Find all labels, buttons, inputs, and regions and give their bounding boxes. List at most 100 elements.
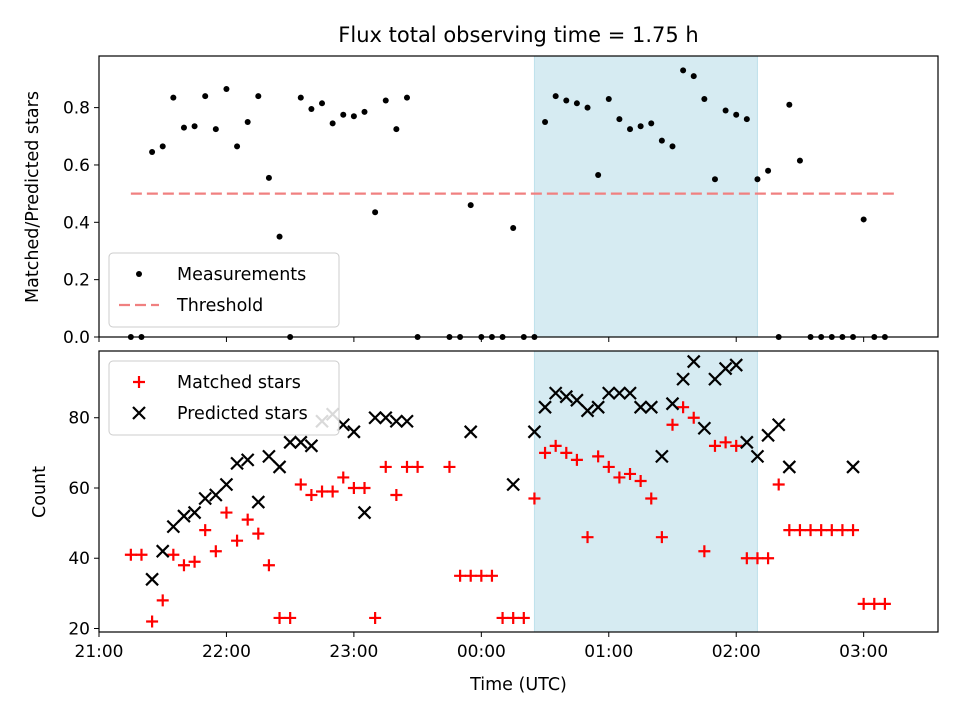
matched-star-point [400,460,413,473]
matched-star-point [847,524,860,537]
predicted-star-point [676,372,690,386]
predicted-star-point [750,449,765,464]
measurement-point [202,93,209,100]
matched-star-point [209,545,222,558]
measurement-point [765,167,772,174]
measurement-point [573,100,580,107]
measurement-point [690,73,697,80]
measurement-point [701,96,708,103]
matched-star-point [316,485,329,498]
predicted-star-point [771,417,786,432]
measurement-point [669,143,676,150]
predicted-star-point [294,435,308,450]
matched-star-point [878,597,891,610]
predicted-star-point [708,372,722,386]
predicted-star-point [601,386,616,400]
matched-star-point [793,524,806,537]
predicted-star-point [570,393,584,407]
measurement-point [308,106,315,113]
count-x-tick-label: 21:00 [75,642,124,662]
matched-star-point [730,439,743,452]
predicted-star-point [697,421,712,436]
matched-star-point [645,492,658,505]
matched-star-point [549,439,562,452]
predicted-star-point [718,361,733,376]
measurement-point [361,108,368,115]
predicted-star-point [283,435,297,450]
matched-star-point [592,450,605,463]
count-x-tick-label: 22:00 [202,642,251,662]
count-x-tick-label: 00:00 [457,642,506,662]
measurement-point [340,111,347,118]
matched-star-point [517,611,530,624]
count-y-axis-label: Count [30,466,50,518]
count-x-tick-label: 01:00 [584,642,633,662]
matched-star-point [634,474,647,487]
matched-star-point [485,569,498,582]
measurement-point [595,171,602,178]
predicted-star-point [357,505,372,520]
measurement-point [234,143,241,150]
measurement-point [796,157,803,164]
matched-star-point [539,446,552,459]
matched-star-point [815,524,828,537]
count-highlight-span [533,350,758,633]
predicted-star-point [846,460,860,474]
matched-star-point [613,471,626,484]
ratio-y-tick-label: 0.6 [63,156,90,176]
ratio-legend-label: Measurements [177,265,306,285]
count-plot-frame [98,350,939,633]
count-y-tick-label: 80 [68,409,90,429]
matched-star-point [411,460,424,473]
matched-star-point [347,481,360,494]
matched-star-point [581,531,594,544]
measurement-point [180,124,187,131]
matched-star-point [390,489,403,502]
measurement-point [149,149,156,156]
count-panel: 20 40 60 80 21:00 22:00 23:00 00:00 01:00 02:00 03… [68,350,939,662]
matched-star-point [825,524,838,537]
predicted-star-point [740,435,754,450]
matched-star-point [124,548,137,561]
count-y-tick-label: 40 [68,549,90,569]
matched-star-point [220,506,233,519]
matched-star-point [666,418,679,431]
measurement-point [244,118,251,125]
matched-star-point [241,513,254,526]
matched-star-point [358,481,371,494]
ratio-y-tick-label: 0.0 [63,328,90,348]
matched-star-point [294,478,307,491]
measurement-point [658,137,665,144]
matched-star-point [804,524,817,537]
measurement-point [563,97,570,104]
matched-star-point [570,453,583,466]
predicted-star-point [347,425,361,439]
predicted-star-point [633,400,648,414]
matched-star-point [305,489,318,502]
measurement-point [467,202,474,209]
measurement-point [159,143,166,150]
predicted-star-point [155,544,170,558]
measurement-point [786,101,793,108]
measurement-point [212,126,219,133]
count-legend-label: Matched stars [177,373,301,393]
chart-title: Flux total observing time = 1.75 h [338,23,698,47]
predicted-star-point [209,488,223,502]
count-x-tick-label: 03:00 [839,642,888,662]
predicted-star-point [548,386,563,400]
predicted-star-point [729,358,743,372]
measurement-point [733,111,740,118]
measurement-point [372,209,379,216]
predicted-star-point [686,354,701,369]
measurement-point [680,67,687,74]
predicted-star-point [559,389,574,404]
measurement-point [350,113,357,120]
matched-star-point [528,492,541,505]
matched-star-point [624,467,637,480]
measurement-point [637,123,644,130]
matched-star-point [719,436,732,449]
measurement-point [743,116,750,123]
matched-star-point [602,460,615,473]
matched-star-point [156,594,169,607]
predicted-star-point [378,410,393,425]
